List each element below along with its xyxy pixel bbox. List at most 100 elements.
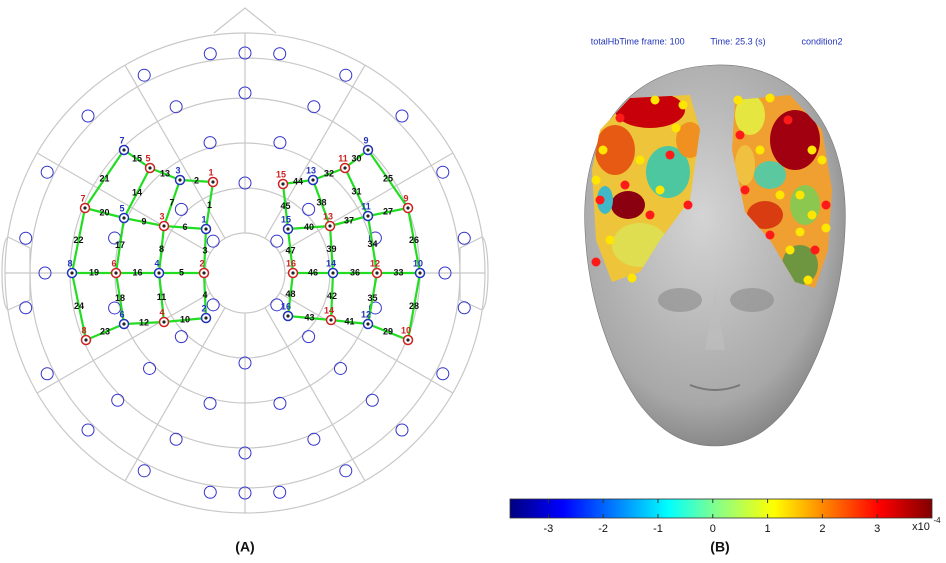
channel-label: 11	[157, 292, 167, 302]
channel-line	[287, 314, 332, 322]
source-label: 5	[145, 153, 150, 163]
channel-label: 18	[115, 293, 125, 303]
optode-center	[204, 227, 208, 231]
optode-dot	[807, 210, 817, 220]
electrode-position	[169, 100, 183, 114]
electrode-position	[19, 231, 33, 245]
optode-dot	[605, 235, 615, 245]
panel-label: (A)	[235, 539, 254, 555]
radial-line	[264, 307, 366, 482]
optode-center	[366, 148, 370, 152]
electrode-position	[395, 109, 409, 123]
channel-line	[70, 272, 88, 341]
nose	[213, 7, 277, 34]
optode-dot	[810, 245, 820, 255]
optode-dot	[671, 123, 681, 133]
channel-line	[70, 207, 87, 274]
detector-label: 9	[363, 135, 368, 145]
channel-line	[123, 320, 165, 326]
optode-center	[148, 166, 152, 170]
channel-line	[163, 316, 207, 324]
optode-center	[162, 320, 166, 324]
nose	[705, 290, 725, 350]
optode-center	[311, 178, 315, 182]
optode-center	[291, 271, 295, 275]
channel-line	[123, 167, 151, 219]
source-label: 4	[159, 307, 164, 317]
channel-label: 47	[285, 245, 295, 255]
channel-line	[406, 207, 422, 274]
channel-line	[179, 178, 214, 184]
detector-label: 6	[119, 309, 124, 319]
radial-line	[36, 292, 211, 394]
optode-center	[114, 271, 118, 275]
optode-dot	[650, 95, 660, 105]
optode-center	[202, 271, 206, 275]
electrode-position	[19, 301, 33, 315]
channel-line	[406, 272, 422, 341]
source-label: 12	[370, 258, 380, 268]
electrode-position	[238, 176, 252, 190]
optode-center	[122, 322, 126, 326]
colorbar	[509, 498, 933, 519]
electrode-position	[368, 301, 382, 315]
channel-line	[367, 206, 409, 218]
electrode-position	[238, 46, 252, 60]
channel-label: 45	[280, 201, 290, 211]
channel-label: 35	[367, 293, 377, 303]
channel-label: 48	[285, 289, 295, 299]
radial-line	[124, 307, 226, 482]
channel-line	[281, 183, 290, 230]
source-label: 9	[403, 193, 408, 203]
optode-dot	[627, 273, 637, 283]
channel-label: 38	[316, 197, 326, 207]
optode-dot	[591, 257, 601, 267]
eye-socket	[730, 288, 774, 312]
electrode-position	[273, 485, 287, 499]
electrode-position	[38, 266, 52, 280]
optode-center	[328, 224, 332, 228]
channel-label: 16	[132, 267, 142, 277]
optode-dot	[783, 115, 793, 125]
header-text: condition2	[801, 36, 842, 46]
optode-dot	[595, 195, 605, 205]
electrode-position	[137, 68, 151, 82]
channel-label: 22	[73, 235, 83, 245]
electrode-position	[307, 100, 321, 114]
detector-label: 8	[67, 258, 72, 268]
channel-label: 26	[409, 235, 419, 245]
optode-dot	[795, 190, 805, 200]
colorbar-tick-label: -1	[653, 523, 663, 535]
electrode-position	[174, 330, 188, 344]
optode-center	[331, 271, 335, 275]
channel-label: 17	[115, 240, 125, 250]
electrode-position	[457, 231, 471, 245]
channel-line	[367, 322, 409, 342]
channel-label: 12	[139, 317, 149, 327]
radial-line	[279, 292, 454, 394]
channel-line	[366, 272, 379, 325]
electrode-position	[270, 298, 284, 312]
optode-dot	[765, 230, 775, 240]
channel-label: 6	[182, 222, 187, 232]
source-label: 16	[286, 258, 296, 268]
channel-label: 42	[327, 291, 337, 301]
detector-label: 2	[201, 303, 206, 313]
optode-dot	[683, 200, 693, 210]
optode-dot	[635, 155, 645, 165]
channel-line	[366, 215, 379, 274]
optode-dot	[735, 130, 745, 140]
optode-center	[343, 166, 347, 170]
channel-label: 29	[383, 326, 393, 336]
electrode-position	[238, 486, 252, 500]
channel-label: 14	[132, 187, 142, 197]
channel-label: 4	[202, 290, 207, 300]
channel-line	[287, 224, 331, 231]
optode-center	[406, 338, 410, 342]
colorbar-tick-label: 0	[710, 523, 716, 535]
electrode-position	[203, 136, 217, 150]
detector-label: 15	[281, 214, 291, 224]
electrode-position	[273, 136, 287, 150]
channel-label: 25	[383, 173, 393, 183]
